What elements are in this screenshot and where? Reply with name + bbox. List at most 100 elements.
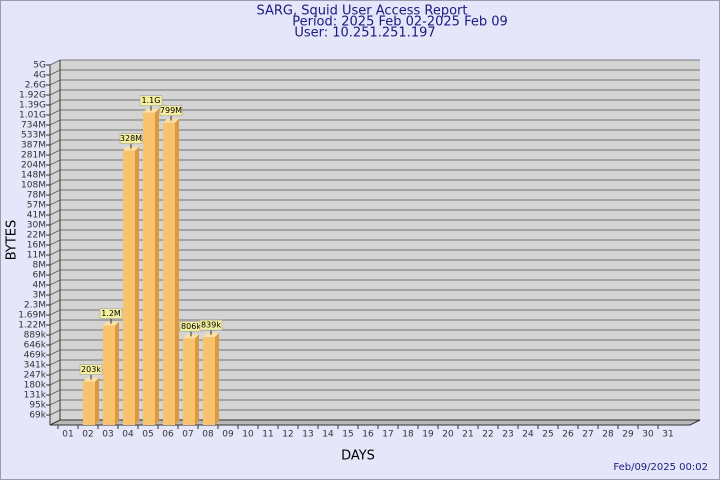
grid-line [49, 209, 700, 216]
grid-line [49, 379, 700, 386]
grid-line [49, 169, 700, 176]
x-tick-label: 06 [162, 430, 174, 440]
x-tick-label: 19 [422, 430, 434, 440]
grid-line [49, 359, 700, 366]
x-tick-label: 14 [322, 430, 334, 440]
y-tick-label: 533M [21, 131, 46, 141]
grid-line [49, 89, 700, 96]
x-tick-label: 13 [302, 430, 313, 440]
bar-side [195, 334, 199, 425]
y-tick-label: 341k [24, 361, 47, 371]
grid-line [49, 219, 700, 226]
y-tick-label: 4M [33, 281, 47, 291]
grid-line [49, 279, 700, 286]
chart-subtitle: User: 10.251.251.197 [294, 26, 435, 41]
x-tick-label: 12 [282, 430, 293, 440]
bar [83, 381, 95, 425]
y-tick-label: 646k [24, 341, 47, 351]
y-tick-label: 734M [21, 121, 46, 131]
value-label-box [159, 105, 183, 116]
y-tick-label: 11M [27, 251, 46, 261]
y-axis-title: BYTES [5, 220, 20, 261]
x-tick-label: 10 [242, 430, 254, 440]
x-tick-label: 28 [602, 430, 614, 440]
x-tick-label: 21 [462, 430, 473, 440]
x-tick-label: 17 [382, 430, 393, 440]
grid-line [49, 59, 700, 66]
bar [163, 122, 175, 425]
y-tick-label: 78M [27, 191, 46, 201]
grid-line [49, 149, 700, 156]
value-label-box [139, 95, 163, 106]
grid-line [49, 289, 700, 296]
x-tick-label: 03 [102, 430, 113, 440]
y-tick-label: 1.92G [19, 91, 46, 101]
value-label: 328M [120, 134, 142, 143]
bar-side [95, 377, 99, 425]
chart-subtitle: Period: 2025 Feb 02-2025 Feb 09 [292, 15, 508, 30]
grid-line [49, 399, 700, 406]
grid-line [49, 369, 700, 376]
value-label-box [99, 308, 123, 319]
grid-line [49, 79, 700, 86]
y-tick-label: 5G [33, 61, 46, 71]
grid-line [49, 199, 700, 206]
bar-side [215, 333, 219, 425]
bar-side [115, 321, 119, 425]
grid-line [49, 349, 700, 356]
grid-line [49, 329, 700, 336]
bar [183, 338, 195, 425]
x-tick-label: 04 [122, 430, 134, 440]
value-label: 1.1G [142, 96, 161, 105]
y-tick-label: 247k [24, 371, 47, 381]
y-tick-label: 1.69M [18, 311, 46, 321]
y-tick-label: 2.3M [24, 301, 46, 311]
chart-title: SARG, Squid User Access Report [257, 4, 468, 19]
x-axis-title: DAYS [341, 449, 375, 464]
value-label: 203k [81, 365, 101, 374]
grid-line [49, 179, 700, 186]
grid-line [49, 119, 700, 126]
bar [203, 337, 215, 425]
x-tick-label: 16 [362, 430, 374, 440]
grid-line [49, 309, 700, 316]
y-tick-label: 889k [24, 331, 47, 341]
grid-line [49, 159, 700, 166]
bar-side [155, 108, 159, 425]
value-label: 839k [201, 321, 221, 330]
y-tick-label: 6M [33, 271, 47, 281]
x-tick-label: 25 [542, 430, 553, 440]
value-label: 1.2M [101, 309, 121, 318]
y-tick-label: 41M [27, 211, 46, 221]
grid-line [49, 339, 700, 346]
x-tick-label: 22 [482, 430, 493, 440]
value-label: 799M [160, 106, 182, 115]
y-tick-label: 387M [21, 141, 46, 151]
y-tick-label: 1.01G [19, 111, 46, 121]
x-tick-label: 23 [502, 430, 513, 440]
x-tick-label: 07 [182, 430, 193, 440]
grid-line [49, 409, 700, 416]
y-tick-label: 108M [21, 181, 46, 191]
bar-side [175, 118, 179, 425]
y-tick-label: 180k [24, 381, 47, 391]
value-label: 806k [181, 322, 201, 331]
x-tick-label: 31 [662, 430, 673, 440]
value-label-box [119, 133, 143, 144]
y-tick-label: 4G [33, 71, 46, 81]
x-tick-label: 05 [142, 430, 153, 440]
y-tick-label: 204M [21, 161, 46, 171]
y-tick-label: 148M [21, 171, 46, 181]
grid-line [49, 239, 700, 246]
y-tick-label: 16M [27, 241, 46, 251]
x-tick-label: 27 [582, 430, 593, 440]
grid-line [49, 259, 700, 266]
y-tick-label: 2.6G [25, 81, 46, 91]
grid-line [49, 109, 700, 116]
value-label-box [79, 364, 103, 375]
grid-line [49, 249, 700, 256]
bar-side [135, 146, 139, 425]
x-tick-label: 11 [262, 430, 273, 440]
y-tick-label: 1.22M [18, 321, 46, 331]
grid-line [49, 139, 700, 146]
